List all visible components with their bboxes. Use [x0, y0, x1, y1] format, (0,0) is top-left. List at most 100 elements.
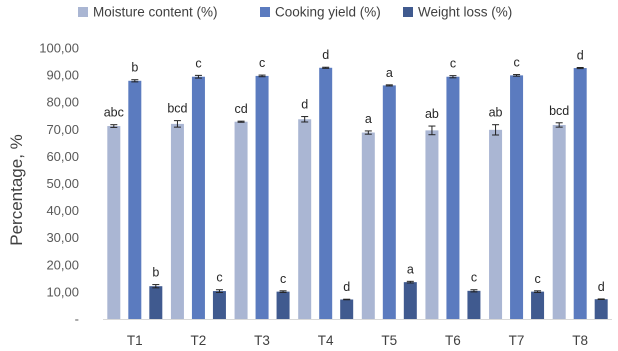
significance-label: bcd	[549, 104, 569, 118]
significance-label: d	[301, 98, 308, 112]
legend-label: Weight loss (%)	[418, 5, 512, 20]
bar	[382, 85, 396, 319]
bar	[212, 291, 226, 319]
bar	[107, 126, 121, 319]
bar	[298, 119, 312, 319]
bar	[446, 76, 460, 319]
significance-label: cd	[234, 102, 247, 116]
error-bar	[237, 120, 245, 123]
y-tick-label: 100,00	[39, 41, 79, 56]
error-bar	[513, 74, 521, 77]
significance-label: c	[195, 56, 201, 70]
error-bar	[279, 290, 287, 293]
error-bar	[385, 84, 393, 87]
y-tick-label: 40,00	[46, 203, 79, 218]
y-tick-label: 20,00	[46, 257, 79, 272]
x-tick-label: T7	[509, 333, 525, 348]
bar	[403, 282, 417, 319]
error-bar	[215, 289, 223, 293]
legend-label: Moisture content (%)	[93, 5, 218, 20]
significance-label: ab	[489, 106, 503, 120]
y-tick-label: 30,00	[46, 230, 79, 245]
significance-label: c	[471, 271, 477, 285]
significance-label: d	[322, 48, 329, 62]
error-bar	[364, 130, 372, 135]
error-bar	[173, 120, 181, 128]
bar	[128, 80, 142, 319]
error-bar	[258, 74, 266, 78]
bar	[149, 286, 163, 319]
chart-legend: Moisture content (%) Cooking yield (%) Wei…	[78, 5, 512, 20]
x-tick-label: T3	[254, 333, 270, 348]
bar	[276, 291, 290, 319]
significance-label: c	[259, 56, 265, 70]
x-tick-label: T4	[318, 333, 334, 348]
significance-label: abc	[104, 106, 124, 120]
y-tick-label: 50,00	[46, 176, 79, 191]
error-bar	[534, 290, 542, 293]
significance-label: a	[407, 262, 414, 276]
bar	[340, 299, 354, 319]
bar	[170, 123, 184, 319]
significance-label: bcd	[167, 102, 187, 116]
y-tick-label: 10,00	[46, 284, 79, 299]
x-tick-label: T8	[572, 333, 588, 348]
x-tick-label: T2	[191, 333, 207, 348]
legend-swatch	[260, 7, 270, 17]
x-tick-label: T6	[445, 333, 461, 348]
significance-label: c	[534, 272, 540, 286]
y-axis-ticks: - 10,00 20,00 30,00 40,00 50,00 60,00 70,00 80,0…	[39, 41, 79, 327]
bar	[425, 130, 439, 319]
error-bar	[597, 298, 605, 300]
error-bar	[343, 298, 351, 301]
significance-label: b	[152, 266, 159, 280]
legend-swatch	[403, 7, 413, 17]
bar	[234, 121, 248, 319]
error-bar	[110, 124, 118, 128]
error-bar	[322, 66, 330, 69]
error-bar	[194, 74, 202, 79]
significance-label: c	[513, 56, 519, 70]
legend-swatch	[78, 7, 88, 17]
bar	[467, 290, 481, 319]
y-tick-label: 80,00	[46, 95, 79, 110]
significance-label: d	[577, 49, 584, 63]
bar	[319, 67, 333, 320]
significance-label: a	[386, 66, 393, 80]
error-bar	[492, 124, 500, 136]
x-tick-label: T1	[127, 333, 143, 348]
significance-label: c	[450, 57, 456, 71]
y-tick-label: 70,00	[46, 122, 79, 137]
y-axis-label: Percentage, %	[7, 134, 26, 246]
bar	[552, 124, 566, 320]
bar	[489, 129, 503, 319]
error-bar	[152, 284, 160, 289]
significance-label: a	[365, 112, 372, 126]
x-axis-categories: T1 T2 T3 T4 T5 T6 T7 T8	[127, 333, 588, 348]
significance-label: c	[280, 272, 286, 286]
bar	[594, 299, 608, 319]
legend-label: Cooking yield (%)	[275, 5, 381, 20]
error-bar	[555, 122, 563, 128]
bar	[255, 75, 269, 320]
y-tick-label: 60,00	[46, 149, 79, 164]
error-bar	[428, 125, 436, 136]
error-bar	[449, 75, 457, 79]
bar	[191, 76, 205, 319]
significance-label: b	[131, 61, 138, 75]
y-tick-label: 90,00	[46, 68, 79, 83]
error-bar	[576, 67, 584, 70]
error-bar	[470, 289, 478, 293]
bar	[573, 68, 587, 319]
error-bar	[131, 79, 139, 83]
significance-label: d	[343, 280, 350, 294]
error-bar	[301, 116, 309, 123]
significance-label: c	[216, 271, 222, 285]
x-tick-label: T5	[381, 333, 397, 348]
error-bar	[406, 280, 414, 284]
y-tick-label: -	[75, 312, 79, 327]
bar	[531, 291, 545, 319]
bar	[510, 75, 524, 319]
